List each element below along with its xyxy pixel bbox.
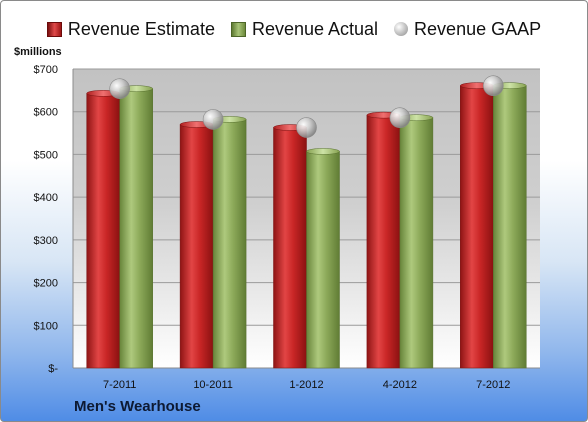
y-tick-label: $300 — [34, 235, 58, 247]
chart-legend: Revenue Estimate Revenue Actual Revenue … — [1, 15, 587, 43]
y-tick-label: $100 — [34, 320, 58, 332]
x-tick-label: 7-2012 — [476, 379, 510, 391]
bar-top-revenue-actual-1-2012 — [306, 148, 340, 155]
bar-revenue-actual-7-2012 — [493, 85, 527, 369]
marker-revenue-gaap-4-2012 — [389, 107, 411, 128]
bar-revenue-estimate-10-2011 — [179, 124, 214, 369]
bar-revenue-actual-10-2011 — [212, 119, 247, 369]
y-tick-label: $400 — [34, 192, 58, 204]
y-axis-unit-label: $millions — [14, 46, 62, 58]
legend-label-revenue-gaap: Revenue GAAP — [414, 18, 542, 39]
y-tick-label: $200 — [34, 278, 58, 290]
x-tick-label: 1-2012 — [289, 379, 323, 391]
legend-item-revenue-gaap: Revenue GAAP — [394, 19, 541, 40]
y-tick-label: $600 — [34, 107, 58, 119]
legend-marker-revenue-gaap — [394, 22, 409, 36]
y-tick-label: $700 — [34, 64, 58, 76]
x-tick-label: 7-2011 — [103, 379, 136, 391]
legend-swatch-revenue-actual — [230, 21, 246, 37]
bar-revenue-actual-7-2011 — [119, 88, 153, 369]
company-name: Men's Wearhouse — [74, 398, 201, 415]
x-tick-label: 10-2011 — [193, 379, 233, 391]
bar-revenue-estimate-7-2011 — [86, 93, 120, 369]
y-tick-label: $500 — [34, 149, 58, 161]
legend-label-revenue-estimate: Revenue Estimate — [67, 18, 215, 39]
marker-revenue-gaap-7-2011 — [109, 78, 130, 99]
legend-swatch-revenue-estimate — [46, 21, 62, 37]
bar-revenue-estimate-1-2012 — [273, 127, 307, 369]
marker-revenue-gaap-7-2012 — [482, 75, 504, 96]
legend-item-revenue-actual: Revenue Actual — [230, 18, 379, 40]
x-tick-label: 4-2012 — [383, 379, 417, 391]
legend-label-revenue-actual: Revenue Actual — [251, 18, 379, 39]
bar-revenue-actual-4-2012 — [399, 117, 434, 369]
legend-item-revenue-estimate: Revenue Estimate — [46, 18, 215, 40]
bar-revenue-estimate-4-2012 — [366, 114, 401, 369]
y-tick-label: $- — [48, 363, 58, 375]
marker-revenue-gaap-1-2012 — [296, 117, 317, 138]
bar-revenue-estimate-7-2012 — [460, 85, 494, 369]
marker-revenue-gaap-10-2011 — [202, 109, 224, 130]
bar-revenue-actual-1-2012 — [306, 151, 340, 369]
